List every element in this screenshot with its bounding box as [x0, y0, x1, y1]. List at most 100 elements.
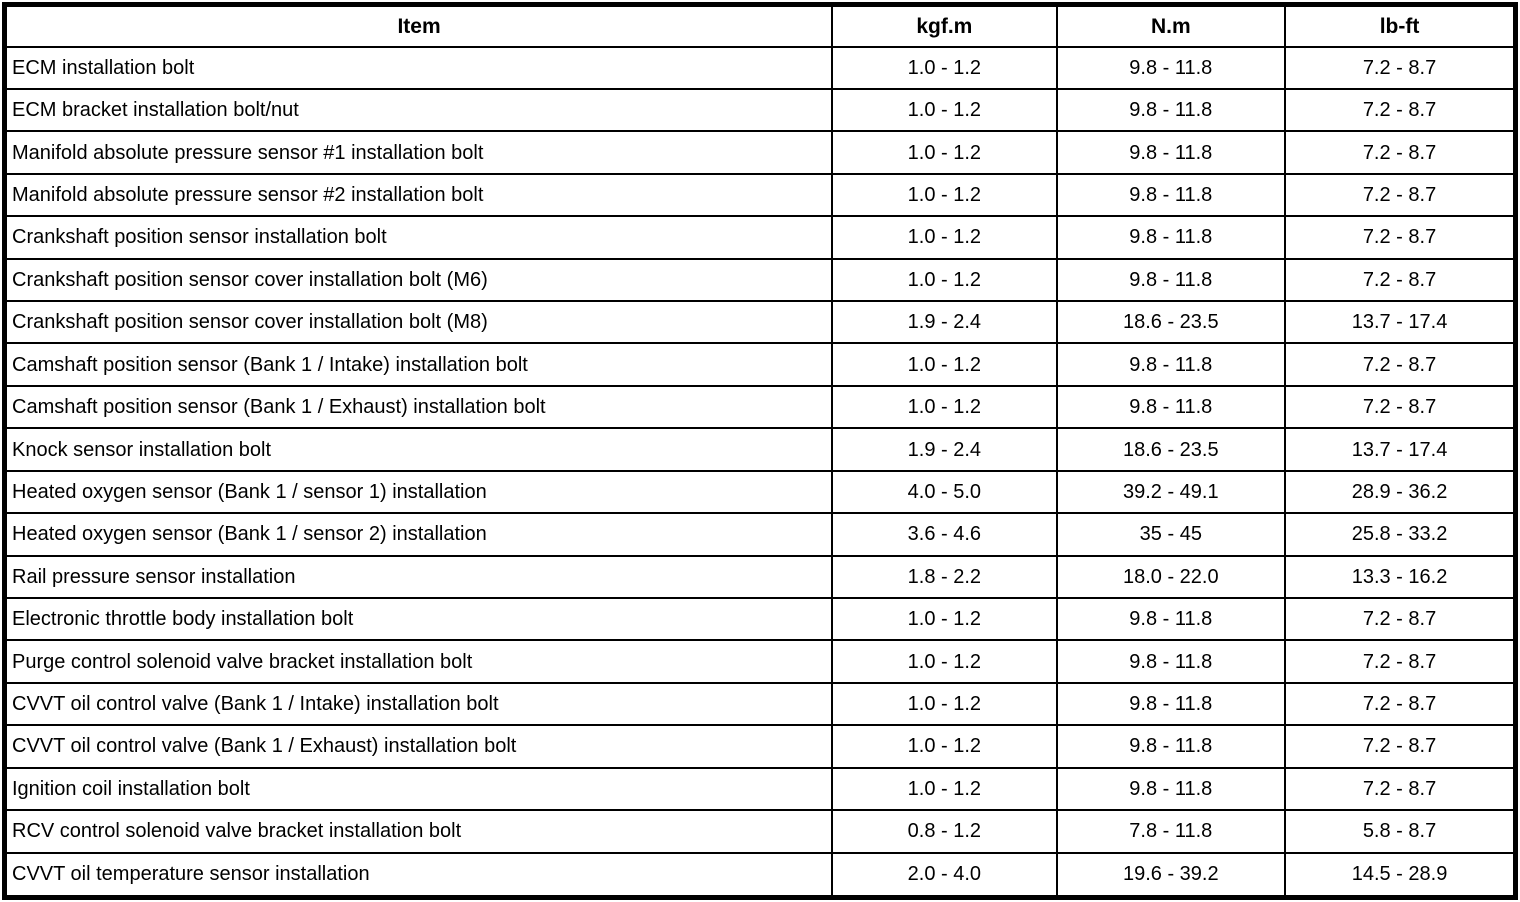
header-row: Item kgf.m N.m lb-ft [3, 3, 1517, 48]
table-row: Camshaft position sensor (Bank 1 / Intak… [3, 342, 1517, 387]
lbft-cell: 7.2 - 8.7 [1284, 681, 1517, 727]
item-cell: Manifold absolute pressure sensor #1 ins… [3, 130, 834, 175]
kgfm-cell: 1.0 - 1.2 [831, 215, 1058, 260]
kgfm-cell: 1.9 - 2.4 [831, 300, 1058, 345]
kgfm-cell: 1.0 - 1.2 [831, 596, 1058, 642]
lbft-cell: 13.3 - 16.2 [1284, 554, 1517, 599]
table-row: Camshaft position sensor (Bank 1 / Exhau… [3, 384, 1517, 430]
item-cell: CVVT oil temperature sensor installation [3, 851, 834, 899]
header-item: Item [3, 3, 834, 48]
table-row: CVVT oil control valve (Bank 1 / Intake)… [3, 681, 1517, 727]
lbft-cell: 25.8 - 33.2 [1284, 512, 1517, 557]
nm-cell: 9.8 - 11.8 [1055, 45, 1287, 90]
lbft-cell: 7.2 - 8.7 [1284, 172, 1517, 218]
kgfm-cell: 1.0 - 1.2 [831, 342, 1058, 387]
table-row: CVVT oil control valve (Bank 1 / Exhaust… [3, 724, 1517, 769]
lbft-cell: 7.2 - 8.7 [1284, 342, 1517, 387]
item-cell: ECM bracket installation bolt/nut [3, 87, 834, 133]
nm-cell: 9.8 - 11.8 [1055, 639, 1287, 684]
table-row: Ignition coil installation bolt 1.0 - 1.2… [3, 766, 1517, 812]
table-row: CVVT oil temperature sensor installation… [3, 851, 1517, 899]
nm-cell: 18.0 - 22.0 [1055, 554, 1287, 599]
table-row: Heated oxygen sensor (Bank 1 / sensor 2)… [3, 512, 1517, 557]
table-row: Knock sensor installation bolt 1.9 - 2.4 1… [3, 427, 1517, 472]
nm-cell: 35 - 45 [1055, 512, 1287, 557]
kgfm-cell: 1.9 - 2.4 [831, 427, 1058, 472]
lbft-cell: 13.7 - 17.4 [1284, 427, 1517, 472]
lbft-cell: 7.2 - 8.7 [1284, 45, 1517, 90]
nm-cell: 18.6 - 23.5 [1055, 427, 1287, 472]
nm-cell: 19.6 - 39.2 [1055, 851, 1287, 899]
nm-cell: 7.8 - 11.8 [1055, 809, 1287, 854]
lbft-cell: 28.9 - 36.2 [1284, 469, 1517, 515]
kgfm-cell: 3.6 - 4.6 [831, 512, 1058, 557]
kgfm-cell: 1.0 - 1.2 [831, 172, 1058, 218]
item-cell: Heated oxygen sensor (Bank 1 / sensor 2)… [3, 512, 834, 557]
nm-cell: 9.8 - 11.8 [1055, 257, 1287, 303]
table-row: Purge control solenoid valve bracket ins… [3, 639, 1517, 684]
item-cell: Camshaft position sensor (Bank 1 / Intak… [3, 342, 834, 387]
nm-cell: 9.8 - 11.8 [1055, 596, 1287, 642]
header-nm: N.m [1055, 3, 1287, 48]
lbft-cell: 7.2 - 8.7 [1284, 639, 1517, 684]
item-cell: ECM installation bolt [3, 45, 834, 90]
lbft-cell: 14.5 - 28.9 [1284, 851, 1517, 899]
item-cell: Camshaft position sensor (Bank 1 / Exhau… [3, 384, 834, 430]
kgfm-cell: 1.0 - 1.2 [831, 384, 1058, 430]
kgfm-cell: 1.0 - 1.2 [831, 681, 1058, 727]
kgfm-cell: 1.0 - 1.2 [831, 45, 1058, 90]
nm-cell: 9.8 - 11.8 [1055, 384, 1287, 430]
item-cell: Heated oxygen sensor (Bank 1 / sensor 1)… [3, 469, 834, 515]
item-cell: Crankshaft position sensor cover install… [3, 300, 834, 345]
nm-cell: 9.8 - 11.8 [1055, 172, 1287, 218]
item-cell: Crankshaft position sensor cover install… [3, 257, 834, 303]
kgfm-cell: 1.8 - 2.2 [831, 554, 1058, 599]
table-row: Electronic throttle body installation bo… [3, 596, 1517, 642]
item-cell: Rail pressure sensor installation [3, 554, 834, 599]
item-cell: Purge control solenoid valve bracket ins… [3, 639, 834, 684]
nm-cell: 18.6 - 23.5 [1055, 300, 1287, 345]
lbft-cell: 7.2 - 8.7 [1284, 87, 1517, 133]
lbft-cell: 5.8 - 8.7 [1284, 809, 1517, 854]
lbft-cell: 7.2 - 8.7 [1284, 257, 1517, 303]
lbft-cell: 13.7 - 17.4 [1284, 300, 1517, 345]
nm-cell: 9.8 - 11.8 [1055, 766, 1287, 812]
table-row: Heated oxygen sensor (Bank 1 / sensor 1)… [3, 469, 1517, 515]
table-row: ECM bracket installation bolt/nut 1.0 - 1… [3, 87, 1517, 133]
lbft-cell: 7.2 - 8.7 [1284, 130, 1517, 175]
lbft-cell: 7.2 - 8.7 [1284, 724, 1517, 769]
item-cell: Crankshaft position sensor installation … [3, 215, 834, 260]
nm-cell: 9.8 - 11.8 [1055, 130, 1287, 175]
kgfm-cell: 1.0 - 1.2 [831, 766, 1058, 812]
lbft-cell: 7.2 - 8.7 [1284, 384, 1517, 430]
item-cell: Ignition coil installation bolt [3, 766, 834, 812]
table-row: ECM installation bolt 1.0 - 1.2 9.8 - 11.8… [3, 45, 1517, 90]
item-cell: Knock sensor installation bolt [3, 427, 834, 472]
lbft-cell: 7.2 - 8.7 [1284, 596, 1517, 642]
table-header: Item kgf.m N.m lb-ft [3, 3, 1517, 48]
table-row: RCV control solenoid valve bracket insta… [3, 809, 1517, 854]
nm-cell: 9.8 - 11.8 [1055, 87, 1287, 133]
item-cell: CVVT oil control valve (Bank 1 / Exhaust… [3, 724, 834, 769]
item-cell: CVVT oil control valve (Bank 1 / Intake)… [3, 681, 834, 727]
kgfm-cell: 1.0 - 1.2 [831, 87, 1058, 133]
lbft-cell: 7.2 - 8.7 [1284, 215, 1517, 260]
table-row: Crankshaft position sensor installation … [3, 215, 1517, 260]
item-cell: Manifold absolute pressure sensor #2 ins… [3, 172, 834, 218]
table-row: Manifold absolute pressure sensor #2 ins… [3, 172, 1517, 218]
header-lbft: lb-ft [1284, 3, 1517, 48]
lbft-cell: 7.2 - 8.7 [1284, 766, 1517, 812]
nm-cell: 9.8 - 11.8 [1055, 681, 1287, 727]
item-cell: RCV control solenoid valve bracket insta… [3, 809, 834, 854]
kgfm-cell: 1.0 - 1.2 [831, 130, 1058, 175]
table-body: ECM installation bolt 1.0 - 1.2 9.8 - 11.8… [3, 45, 1517, 899]
item-cell: Electronic throttle body installation bo… [3, 596, 834, 642]
header-kgfm: kgf.m [831, 3, 1058, 48]
nm-cell: 9.8 - 11.8 [1055, 342, 1287, 387]
kgfm-cell: 1.0 - 1.2 [831, 639, 1058, 684]
table-row: Crankshaft position sensor cover install… [3, 300, 1517, 345]
kgfm-cell: 4.0 - 5.0 [831, 469, 1058, 515]
kgfm-cell: 1.0 - 1.2 [831, 724, 1058, 769]
